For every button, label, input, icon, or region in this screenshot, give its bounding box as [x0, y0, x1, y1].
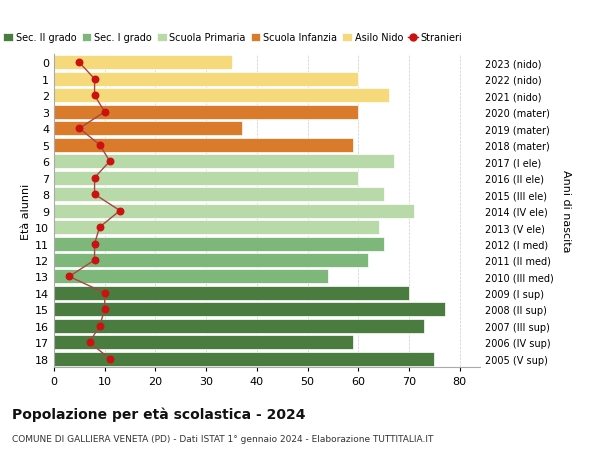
Bar: [54, 204, 414, 218]
Y-axis label: Anni di nascita: Anni di nascita: [560, 170, 571, 252]
Bar: [54, 270, 328, 284]
Bar: [54, 237, 383, 251]
Point: [90, 257, 100, 264]
Bar: [54, 352, 434, 366]
Bar: [54, 56, 232, 70]
Point: [105, 355, 115, 363]
Bar: [54, 319, 424, 333]
Bar: [54, 303, 445, 317]
Bar: [54, 171, 358, 185]
Point: [64, 273, 74, 280]
Point: [95, 323, 104, 330]
Text: Popolazione per età scolastica - 2024: Popolazione per età scolastica - 2024: [12, 406, 305, 421]
Y-axis label: Età alunni: Età alunni: [21, 183, 31, 239]
Bar: [54, 336, 353, 350]
Bar: [54, 73, 358, 87]
Bar: [54, 139, 353, 152]
Point: [95, 224, 104, 231]
Bar: [54, 122, 242, 136]
Point: [105, 158, 115, 166]
Point: [100, 306, 110, 313]
Point: [90, 191, 100, 198]
Point: [90, 174, 100, 182]
Point: [85, 339, 94, 346]
Point: [100, 290, 110, 297]
Point: [100, 109, 110, 116]
Point: [95, 142, 104, 149]
Point: [90, 92, 100, 100]
Bar: [54, 286, 409, 300]
Bar: [54, 253, 368, 268]
Point: [115, 207, 125, 215]
Point: [74, 125, 84, 133]
Bar: [54, 155, 394, 169]
Bar: [54, 89, 389, 103]
Legend: Sec. II grado, Sec. I grado, Scuola Primaria, Scuola Infanzia, Asilo Nido, Stran: Sec. II grado, Sec. I grado, Scuola Prim…: [0, 29, 466, 47]
Point: [74, 60, 84, 67]
Point: [90, 76, 100, 84]
Point: [90, 241, 100, 248]
Bar: [54, 221, 379, 235]
Bar: [54, 106, 358, 119]
Text: COMUNE DI GALLIERA VENETA (PD) - Dati ISTAT 1° gennaio 2024 - Elaborazione TUTTI: COMUNE DI GALLIERA VENETA (PD) - Dati IS…: [12, 434, 433, 443]
Bar: [54, 188, 383, 202]
